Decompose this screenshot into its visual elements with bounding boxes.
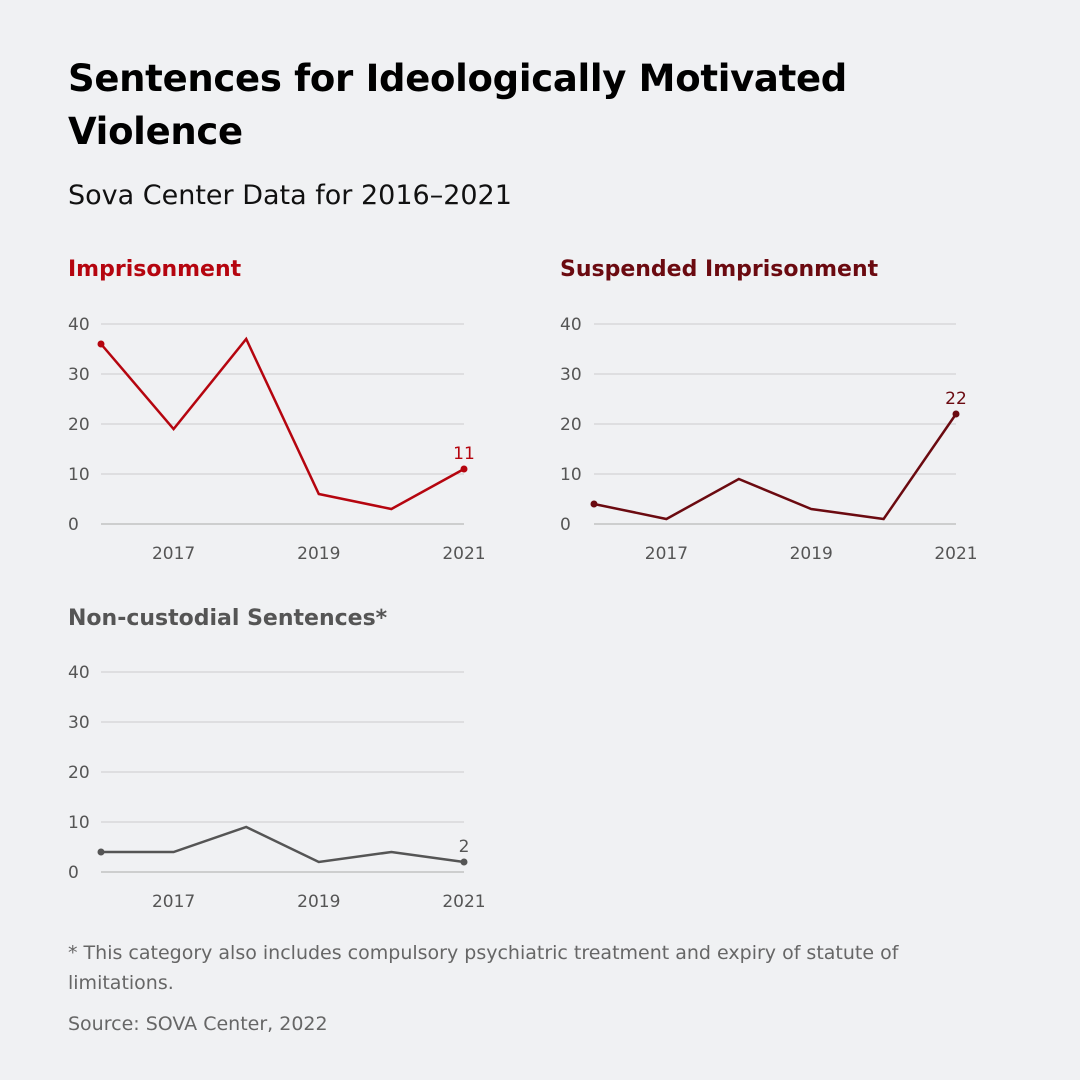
chart-title: Sentences for Ideologically Motivated Vi…	[68, 57, 847, 153]
series-line	[593, 413, 958, 521]
suspended-heading: Suspended Imprisonment	[560, 257, 879, 282]
y-tick-label: 0	[560, 515, 571, 535]
imprisonment-chart: 0 10 20 30 40 2017 2019 2021 11	[68, 315, 486, 564]
imprisonment-heading: Imprisonment	[68, 257, 242, 282]
y-tick-label: 10	[560, 465, 582, 485]
data-point	[952, 410, 960, 418]
x-tick-label: 2021	[934, 544, 977, 564]
x-tick-label: 2017	[152, 544, 195, 564]
x-tick-label: 2021	[442, 544, 485, 564]
series-line	[101, 825, 465, 864]
noncustodial-heading: Non-custodial Sentences*	[68, 606, 388, 631]
footnote: * This category also includes compulsory…	[68, 942, 899, 994]
chart-subtitle: Sova Center Data for 2016–2021	[68, 180, 512, 211]
data-label: 11	[453, 444, 475, 464]
y-tick-label: 0	[68, 515, 79, 535]
source-note: Source: SOVA Center, 2022	[68, 1013, 328, 1035]
y-tick-label: 40	[68, 315, 90, 335]
data-point	[590, 500, 598, 508]
y-tick-label: 40	[560, 315, 582, 335]
x-tick-label: 2019	[297, 544, 340, 564]
data-label: 22	[945, 389, 967, 409]
y-tick-label: 30	[68, 713, 90, 733]
y-tick-label: 20	[68, 763, 90, 783]
y-tick-label: 0	[68, 863, 79, 883]
non-custodial-chart: 0 10 20 30 40 2017 2019 2021 2	[68, 663, 486, 912]
y-tick-label: 30	[560, 365, 582, 385]
data-point	[460, 858, 468, 866]
x-tick-label: 2019	[790, 544, 833, 564]
suspended-imprisonment-chart: 0 10 20 30 40 2017 2019 2021 22	[560, 315, 978, 564]
data-point	[97, 340, 105, 348]
x-tick-label: 2017	[645, 544, 688, 564]
y-tick-label: 40	[68, 663, 90, 683]
y-tick-label: 20	[560, 415, 582, 435]
x-tick-label: 2021	[442, 892, 485, 912]
data-label: 2	[459, 837, 470, 857]
x-tick-label: 2019	[297, 892, 340, 912]
data-point	[97, 848, 105, 856]
y-tick-label: 10	[68, 465, 90, 485]
y-tick-label: 20	[68, 415, 90, 435]
data-point	[460, 465, 468, 473]
y-tick-label: 10	[68, 813, 90, 833]
series-line	[100, 336, 465, 511]
y-tick-label: 30	[68, 365, 90, 385]
x-tick-label: 2017	[152, 892, 195, 912]
